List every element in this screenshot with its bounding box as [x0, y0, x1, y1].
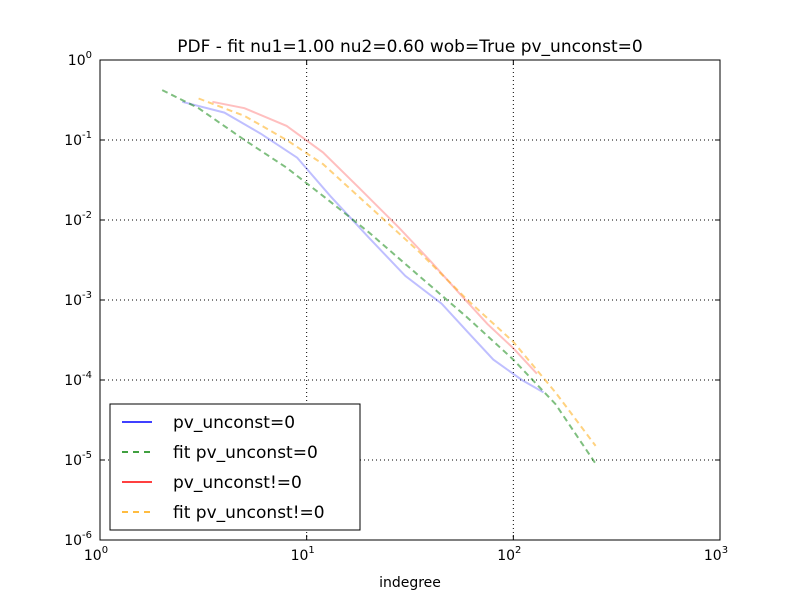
x-tick-exponent: 2 — [515, 545, 521, 556]
series-line-4 — [198, 97, 597, 447]
x-tick-base: 10 — [291, 548, 309, 564]
legend-label-4: fit pv_unconst!=0 — [173, 503, 325, 523]
x-tick-exponent: 3 — [722, 545, 728, 556]
y-tick-base: 10 — [64, 533, 82, 549]
y-tick-label: 10-5 — [64, 450, 92, 469]
plot-lines — [161, 89, 597, 465]
x-tick-label: 101 — [291, 545, 315, 564]
y-tick-label: 100 — [68, 50, 92, 69]
y-tick-label: 10-1 — [64, 130, 92, 149]
series-line-3 — [212, 100, 538, 375]
plot-frame — [99, 59, 721, 541]
y-tick-label: 10-6 — [64, 530, 92, 549]
x-tick-label: 102 — [497, 545, 521, 564]
x-tick-base: 10 — [84, 548, 102, 564]
y-tick-base: 10 — [64, 213, 82, 229]
y-tick-exponent: -4 — [82, 370, 92, 381]
y-tick-exponent: -6 — [82, 530, 92, 541]
legend-label-1: pv_unconst=0 — [173, 413, 295, 433]
x-tick-label: 103 — [704, 545, 728, 564]
y-tick-exponent: 0 — [86, 50, 92, 61]
x-tick-exponent: 1 — [308, 545, 314, 556]
y-tick-exponent: -1 — [82, 130, 92, 141]
y-tick-exponent: -5 — [82, 450, 92, 461]
y-tick-label: 10-2 — [64, 210, 92, 229]
legend-frame — [109, 403, 361, 531]
x-axis-label: indegree — [379, 575, 441, 591]
y-tick-base: 10 — [64, 373, 82, 389]
y-tick-label: 10-3 — [64, 290, 92, 309]
x-tick-base: 10 — [704, 548, 722, 564]
chart-title: PDF - fit nu1=1.00 nu2=0.60 wob=True pv_… — [177, 37, 642, 57]
y-tick-exponent: -2 — [82, 210, 92, 221]
legend-label-2: fit pv_unconst=0 — [173, 443, 318, 463]
y-tick-base: 10 — [64, 133, 82, 149]
x-tick-label: 100 — [84, 545, 108, 564]
legend-label-3: pv_unconst!=0 — [173, 473, 302, 493]
series-line-1 — [181, 100, 544, 394]
y-tick-label: 10-4 — [64, 370, 92, 389]
series-line-2 — [161, 89, 597, 465]
y-tick-base: 10 — [64, 293, 82, 309]
y-tick-base: 10 — [68, 53, 86, 69]
y-tick-exponent: -3 — [82, 290, 92, 301]
x-tick-base: 10 — [497, 548, 515, 564]
x-tick-exponent: 0 — [102, 545, 108, 556]
y-tick-base: 10 — [64, 453, 82, 469]
